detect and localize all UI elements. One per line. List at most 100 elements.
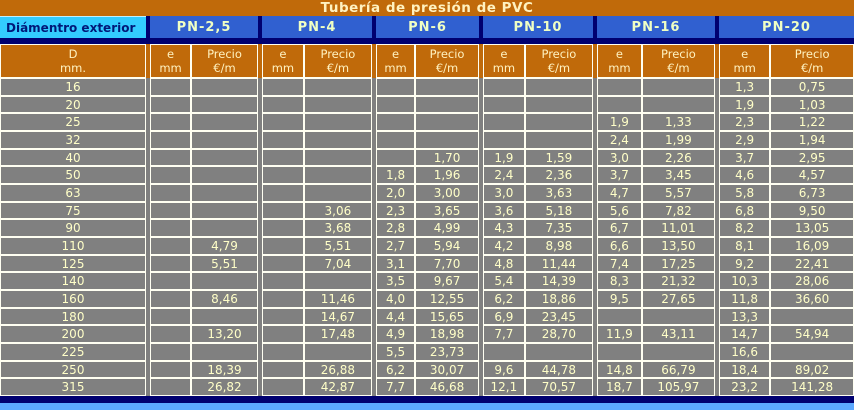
- pn-group-cells: 26,82: [150, 378, 258, 397]
- pn-header-cell-pn-20: PN-20: [719, 16, 854, 38]
- thickness-value-cell: [262, 254, 304, 273]
- thickness-value-cell: [150, 307, 192, 326]
- pn-group-cells: 6,2 30,07: [376, 360, 479, 379]
- pn-group-cells: 3,0 3,63: [483, 184, 593, 202]
- pn-group-cells: 14,67: [262, 307, 372, 326]
- pn-group-cells: 26,88: [262, 360, 372, 379]
- price-subheader-cell: Precio €/m: [303, 44, 372, 78]
- pn-group-cells: 2,9 1,94: [719, 131, 854, 149]
- pn-group-cells: 4,0 12,55: [376, 290, 479, 308]
- thickness-value-cell: [262, 184, 304, 202]
- pn-group-cells: [597, 95, 715, 114]
- thickness-value-cell: [376, 148, 416, 167]
- thickness-value-cell: 18,4: [719, 360, 771, 379]
- pn-group-cells: [483, 78, 593, 96]
- price-value-cell: [191, 272, 258, 291]
- pn-group-cells: 9,2 22,41: [719, 254, 854, 273]
- thickness-value-cell: [483, 78, 525, 96]
- thickness-value-cell: [483, 343, 525, 361]
- price-value-cell: 28,06: [770, 272, 854, 291]
- pn-group-cells: [150, 219, 258, 238]
- price-value-cell: 22,41: [770, 254, 854, 273]
- price-value-cell: 30,07: [415, 360, 479, 379]
- pn-group-cells: 4,2 8,98: [483, 237, 593, 255]
- thickness-value-cell: 4,6: [719, 166, 771, 185]
- thickness-value-cell: 4,0: [376, 290, 416, 308]
- pn-group-cells: 18,39: [150, 360, 258, 379]
- thickness-value-cell: [597, 307, 642, 326]
- pn-group-cells: 4,3 7,35: [483, 219, 593, 238]
- thickness-value-cell: [262, 272, 304, 291]
- price-subheader-cell: Precio €/m: [191, 44, 258, 78]
- diameter-cell: 25: [0, 113, 146, 132]
- diameter-cell: 250: [0, 360, 146, 379]
- thickness-value-cell: 3,0: [483, 184, 525, 202]
- subheader-group: e mm Precio €/m: [376, 44, 479, 78]
- subheader-label-line: mm: [159, 61, 182, 75]
- thickness-value-cell: [597, 78, 642, 96]
- price-value-cell: [415, 95, 479, 114]
- thickness-value-cell: [376, 131, 416, 149]
- price-value-cell: [303, 131, 372, 149]
- pn-group-cells: 18,4 89,02: [719, 360, 854, 379]
- subheader-label-line: D: [68, 47, 78, 61]
- thickness-value-cell: [262, 343, 304, 361]
- price-value-cell: 11,44: [524, 254, 593, 273]
- pn-header-cell-pn-4: PN-4: [262, 16, 372, 38]
- price-value-cell: 18,39: [191, 360, 258, 379]
- column-header-row: Diámentro exterior PN-2,5 PN-4 PN-6 PN-10 PN-…: [0, 16, 854, 38]
- price-value-cell: 11,46: [303, 290, 372, 308]
- price-value-cell: 1,33: [641, 113, 715, 132]
- thickness-value-cell: [262, 237, 304, 255]
- table-body: 16 1,3 0,75 20 1,9 1,03 25 1,9 1,33 2,3 1,22 32 2,4 1…: [0, 78, 854, 397]
- price-value-cell: 5,18: [524, 201, 593, 220]
- thickness-value-cell: [150, 254, 192, 273]
- price-value-cell: [191, 166, 258, 185]
- pn-header-cell-pn-2-5: PN-2,5: [150, 16, 258, 38]
- pn-group-cells: 5,8 6,73: [719, 184, 854, 202]
- price-value-cell: 1,22: [770, 113, 854, 132]
- price-value-cell: 3,63: [524, 184, 593, 202]
- price-value-cell: [191, 201, 258, 220]
- pn-group-cells: 4,6 4,57: [719, 166, 854, 185]
- diameter-cell: 180: [0, 307, 146, 326]
- pn-group-cells: [262, 95, 372, 114]
- price-value-cell: 17,48: [303, 325, 372, 344]
- thickness-value-cell: [150, 325, 192, 344]
- thickness-value-cell: 1,9: [719, 95, 771, 114]
- thickness-value-cell: 12,1: [483, 378, 525, 397]
- pn-group-cells: 1,70: [376, 148, 479, 167]
- subheader-group: e mm Precio €/m: [262, 44, 372, 78]
- price-value-cell: 15,65: [415, 307, 479, 326]
- price-value-cell: [524, 131, 593, 149]
- price-value-cell: [415, 131, 479, 149]
- price-value-cell: 3,68: [303, 219, 372, 238]
- price-value-cell: [524, 95, 593, 114]
- pn-group-cells: 5,5 23,73: [376, 343, 479, 361]
- thickness-value-cell: 9,5: [597, 290, 642, 308]
- thickness-value-cell: 6,8: [719, 201, 771, 220]
- pn-group-cells: [597, 307, 715, 326]
- thickness-value-cell: 1,9: [597, 113, 642, 132]
- pn-group-cells: 4,7 5,57: [597, 184, 715, 202]
- thickness-value-cell: 14,7: [719, 325, 771, 344]
- diameter-cell: 200: [0, 325, 146, 344]
- pn-group-cells: 2,0 3,00: [376, 184, 479, 202]
- thickness-value-cell: 4,9: [376, 325, 416, 344]
- thickness-value-cell: [262, 307, 304, 326]
- thickness-value-cell: [150, 131, 192, 149]
- pn-group-cells: 9,6 44,78: [483, 360, 593, 379]
- price-value-cell: 5,51: [191, 254, 258, 273]
- price-value-cell: 26,88: [303, 360, 372, 379]
- thickness-value-cell: 14,8: [597, 360, 642, 379]
- price-subheader-cell: Precio €/m: [524, 44, 593, 78]
- thickness-value-cell: [150, 78, 192, 96]
- price-value-cell: [303, 166, 372, 185]
- price-value-cell: 8,46: [191, 290, 258, 308]
- table-row: 25 1,9 1,33 2,3 1,22: [0, 113, 854, 132]
- thickness-value-cell: [597, 95, 642, 114]
- thickness-value-cell: 3,7: [597, 166, 642, 185]
- page-title: Tubería de presión de PVC: [320, 0, 534, 16]
- thickness-value-cell: 11,8: [719, 290, 771, 308]
- pn-group-cells: [262, 272, 372, 291]
